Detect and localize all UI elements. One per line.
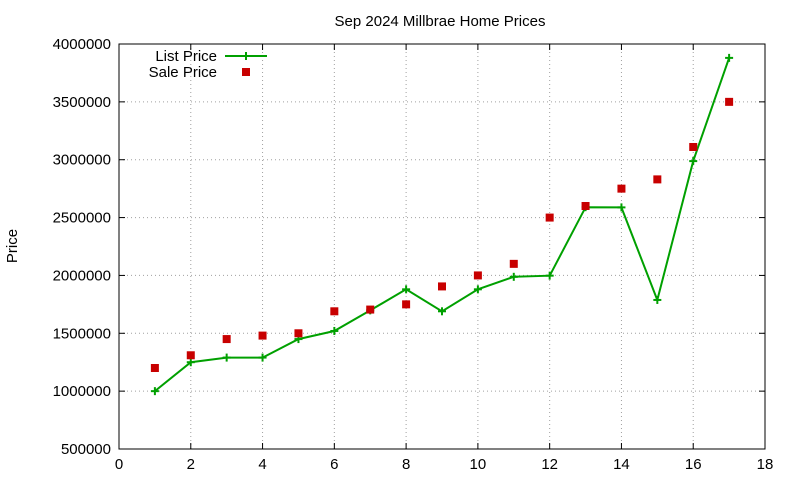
sale-price-point — [509, 259, 518, 268]
list-price-point — [689, 157, 698, 166]
sale-price-point — [473, 271, 482, 280]
x-tick-label: 12 — [541, 456, 558, 473]
sale-price-point — [653, 175, 662, 184]
y-axis: 500000 1000000 1500000 2000000 2500000 300000… — [53, 36, 765, 458]
grid — [119, 44, 765, 449]
list-price-point — [545, 271, 554, 280]
list-price-point — [725, 53, 734, 62]
y-tick-label: 4000000 — [53, 36, 111, 53]
sale-price-point — [222, 335, 231, 344]
x-axis: 0 2 4 6 8 10 12 14 16 18 — [115, 44, 774, 473]
y-tick-label: 1500000 — [53, 325, 111, 342]
list-price-point — [150, 387, 159, 396]
sale-price-point — [725, 97, 734, 106]
x-tick-label: 0 — [115, 456, 123, 473]
list-price-point — [653, 295, 662, 304]
legend-swatch-sale — [242, 68, 250, 76]
list-price-point — [186, 358, 195, 367]
list-price-point — [473, 285, 482, 294]
x-tick-label: 10 — [470, 456, 487, 473]
x-tick-label: 6 — [330, 456, 338, 473]
y-tick-label: 2500000 — [53, 210, 111, 227]
sale-price-point — [294, 329, 303, 338]
y-tick-label: 2000000 — [53, 267, 111, 284]
series-list-price — [150, 53, 734, 396]
y-tick-label: 3500000 — [53, 94, 111, 111]
x-tick-label: 16 — [685, 456, 702, 473]
y-tick-label: 3000000 — [53, 152, 111, 169]
sale-price-point — [402, 300, 411, 309]
series-sale-price — [150, 97, 734, 372]
x-tick-label: 14 — [613, 456, 630, 473]
x-tick-label: 8 — [402, 456, 410, 473]
list-price-point — [222, 353, 231, 362]
y-tick-label: 1000000 — [53, 383, 111, 400]
sale-price-point — [617, 184, 626, 193]
x-tick-label: 4 — [258, 456, 266, 473]
legend-swatch-list-marker — [242, 52, 250, 60]
legend-label-list-price: List Price — [155, 48, 217, 65]
sale-price-point — [150, 364, 159, 372]
sale-price-point — [330, 307, 339, 316]
sale-price-point — [438, 282, 446, 291]
sale-price-point — [366, 305, 375, 314]
list-price-point — [330, 326, 339, 335]
chart-title: Sep 2024 Millbrae Home Prices — [335, 13, 546, 30]
legend-label-sale-price: Sale Price — [149, 64, 217, 81]
list-price-point — [438, 307, 446, 316]
list-price-line — [154, 57, 731, 392]
sale-price-point — [258, 331, 267, 340]
list-price-point — [258, 353, 267, 362]
list-price-point — [617, 203, 626, 212]
plot-border — [118, 43, 766, 450]
x-tick-label: 18 — [757, 456, 774, 473]
sale-price-point — [186, 351, 195, 360]
y-axis-label: Price — [4, 229, 21, 263]
list-price-point — [509, 272, 518, 281]
list-price-point — [402, 285, 411, 294]
y-tick-label: 500000 — [61, 441, 111, 458]
x-tick-label: 2 — [187, 456, 195, 473]
sale-price-point — [545, 213, 554, 222]
sale-price-point — [581, 202, 590, 210]
sale-price-point — [689, 142, 698, 151]
